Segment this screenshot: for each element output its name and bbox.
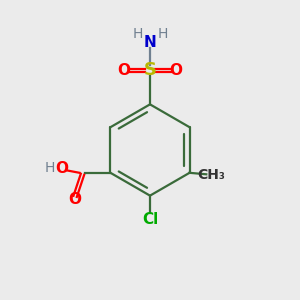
Text: O: O: [169, 63, 182, 78]
Text: CH₃: CH₃: [198, 168, 226, 182]
Text: Cl: Cl: [142, 212, 158, 227]
Text: N: N: [144, 35, 156, 50]
Text: O: O: [118, 63, 130, 78]
Text: H: H: [45, 160, 55, 175]
Text: S: S: [143, 61, 157, 80]
Text: O: O: [69, 192, 82, 207]
Text: H: H: [157, 27, 168, 41]
Text: H: H: [132, 27, 143, 41]
Text: O: O: [55, 161, 68, 176]
